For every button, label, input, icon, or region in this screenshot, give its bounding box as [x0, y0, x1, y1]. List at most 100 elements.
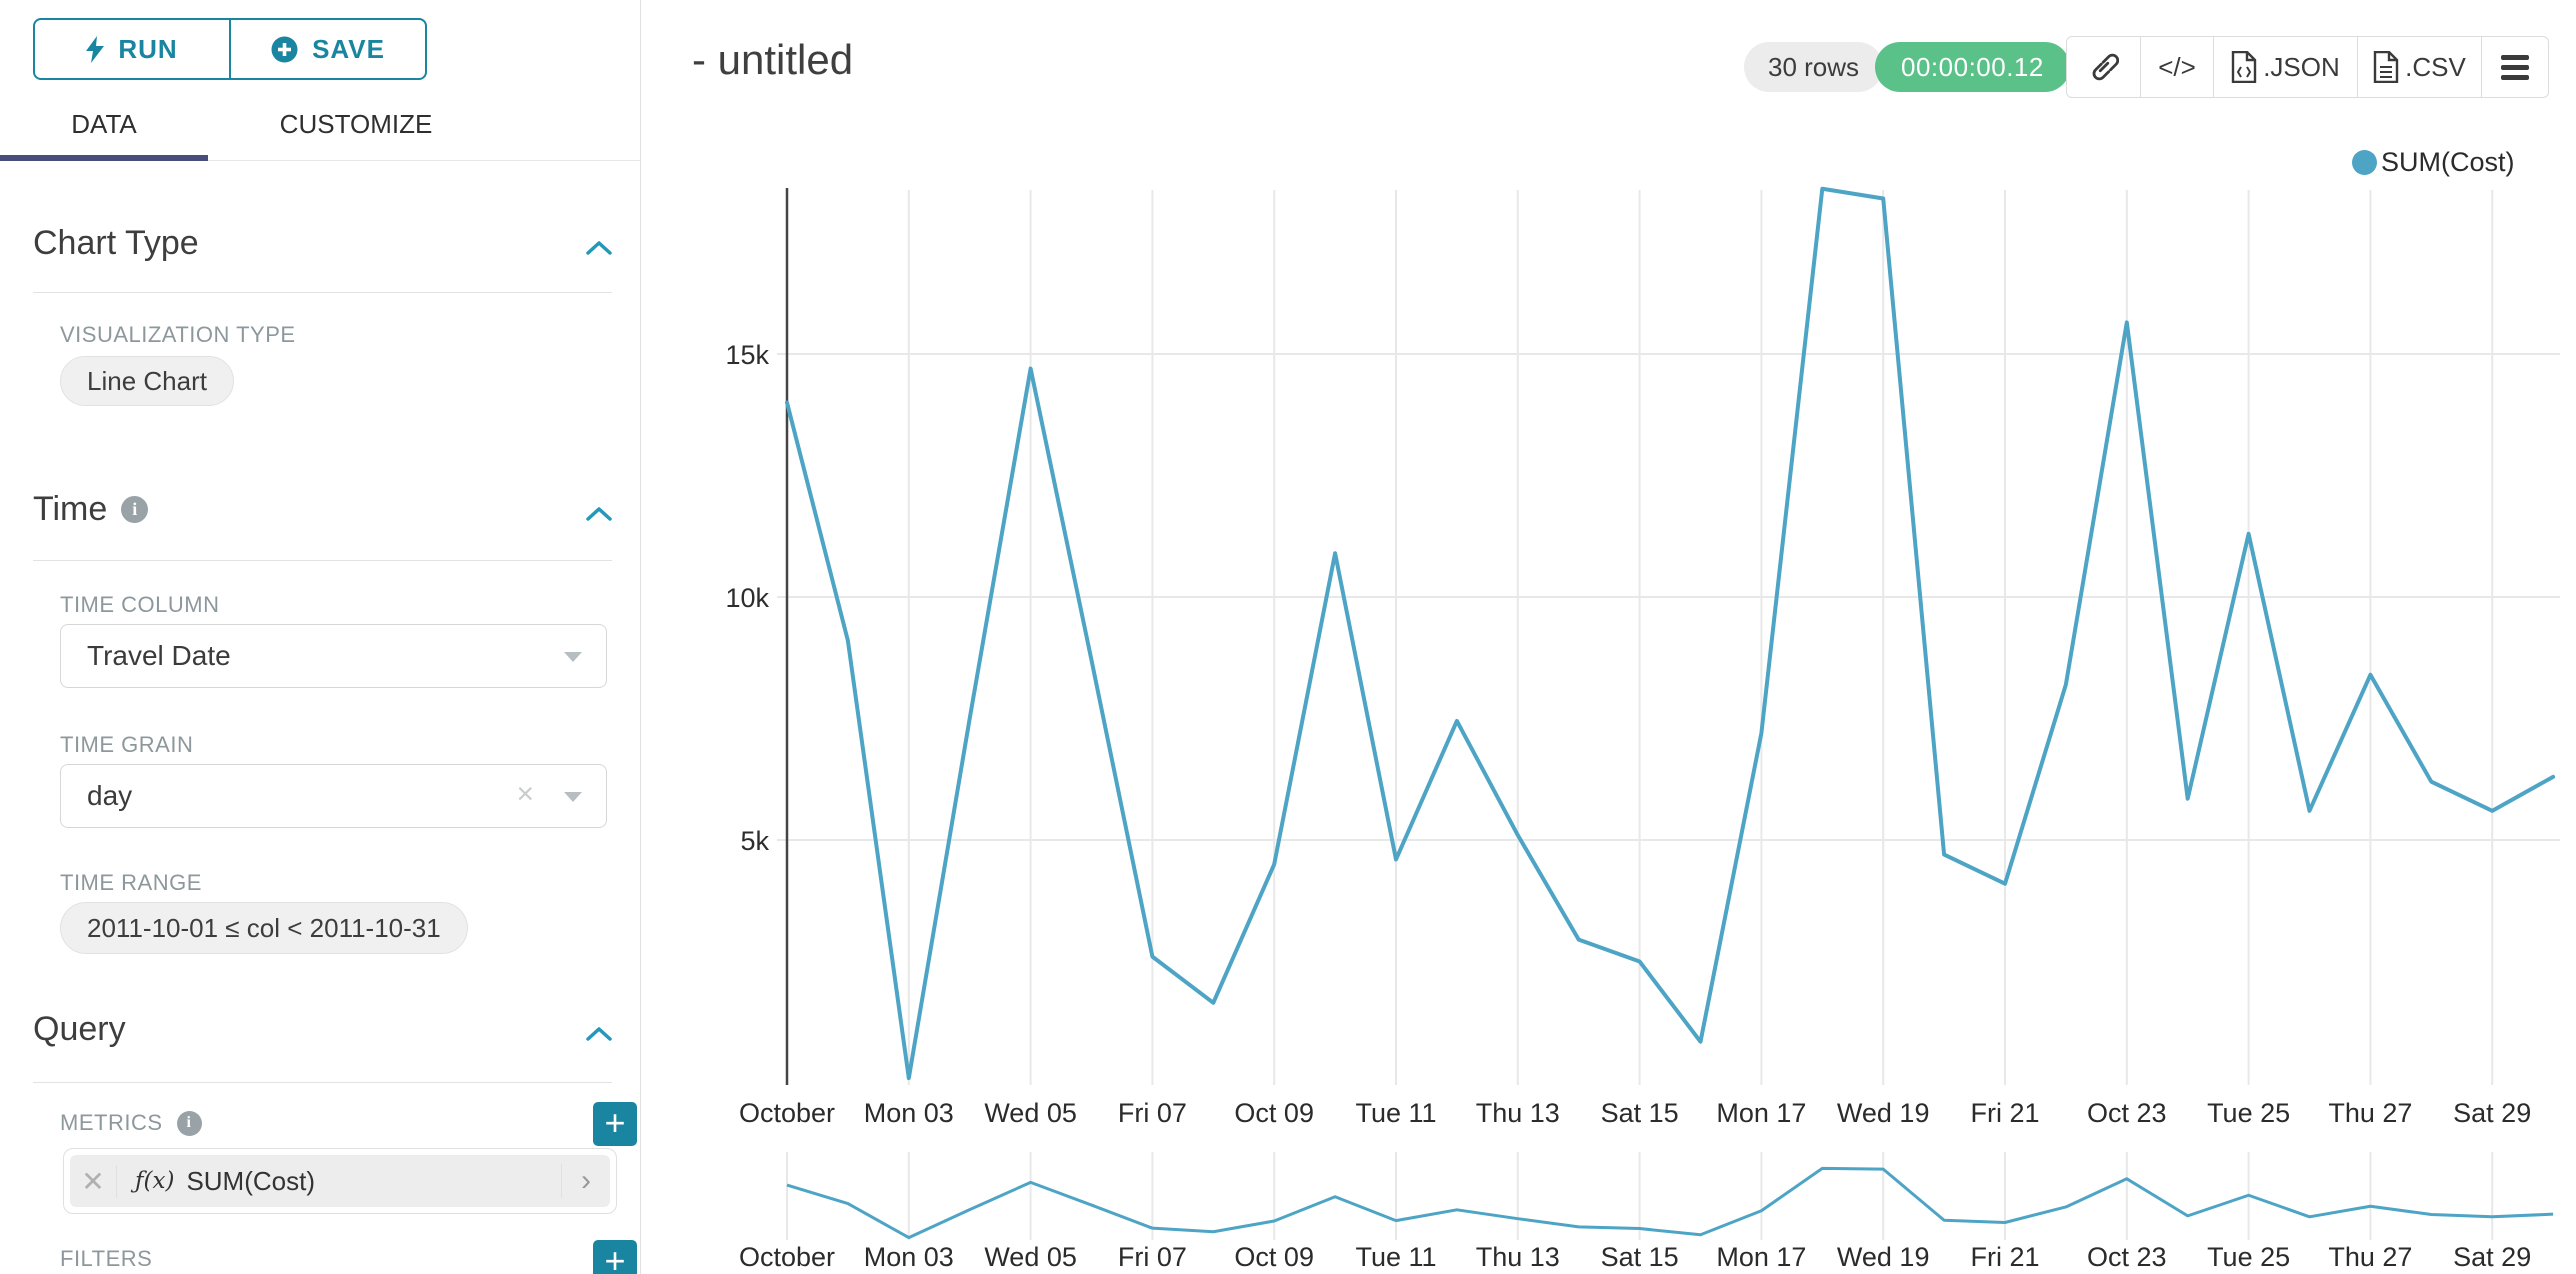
run-button[interactable]: RUN [35, 20, 229, 78]
query-timer-badge: 00:00:00.12 [1875, 42, 2070, 92]
info-icon[interactable]: i [121, 496, 149, 523]
svg-text:October: October [739, 1098, 835, 1128]
svg-text:October: October [739, 1242, 835, 1272]
add-metric-button[interactable]: + [593, 1102, 637, 1146]
svg-text:10k: 10k [725, 583, 769, 613]
time-grain-select[interactable]: day × [60, 764, 607, 828]
chart-legend[interactable]: SUM(Cost) [2352, 147, 2515, 178]
svg-text:Fri 21: Fri 21 [1970, 1242, 2039, 1272]
tab-customize[interactable]: CUSTOMIZE [208, 88, 504, 160]
view-query-button[interactable]: </> [2140, 37, 2213, 97]
svg-text:Sat 15: Sat 15 [1601, 1098, 1679, 1128]
time-grain-value: day [87, 780, 133, 811]
svg-text:Wed 05: Wed 05 [984, 1098, 1077, 1128]
chart-title[interactable]: - untitled [692, 36, 854, 83]
save-button[interactable]: SAVE [229, 20, 425, 78]
svg-text:Wed 19: Wed 19 [1837, 1242, 1930, 1272]
lightning-bolt-icon [86, 35, 105, 63]
metric-container: ✕ ƒ(x) SUM(Cost) › [63, 1148, 617, 1214]
caret-down-icon [564, 652, 582, 662]
svg-text:Wed 19: Wed 19 [1837, 1098, 1930, 1128]
svg-text:Oct 23: Oct 23 [2087, 1242, 2167, 1272]
svg-text:Thu 27: Thu 27 [2328, 1242, 2412, 1272]
svg-text:Tue 11: Tue 11 [1355, 1098, 1436, 1128]
tab-customize-label: CUSTOMIZE [279, 108, 433, 139]
section-divider [33, 560, 612, 561]
chevron-right-icon[interactable]: › [561, 1164, 610, 1198]
share-link-button[interactable] [2067, 37, 2140, 97]
hamburger-menu-icon [2501, 54, 2529, 80]
svg-text:Fri 07: Fri 07 [1118, 1098, 1187, 1128]
visualization-type-label: VISUALIZATION TYPE [60, 322, 296, 347]
range-selector-mini-series[interactable] [786, 1166, 2554, 1240]
remove-metric-icon[interactable]: ✕ [70, 1164, 117, 1198]
tab-data[interactable]: DATA [0, 88, 208, 161]
time-range-value: 2011-10-01 ≤ col < 2011-10-31 [87, 912, 441, 943]
svg-text:Thu 13: Thu 13 [1476, 1098, 1560, 1128]
svg-text:Oct 09: Oct 09 [1234, 1098, 1314, 1128]
visualization-type-value: Line Chart [87, 365, 207, 396]
info-icon[interactable]: i [176, 1110, 202, 1136]
tab-data-label: DATA [71, 108, 137, 139]
clear-icon[interactable]: × [516, 777, 534, 811]
section-divider [33, 292, 612, 293]
svg-text:Tue 11: Tue 11 [1355, 1242, 1436, 1272]
collapse-chevron-icon[interactable] [585, 240, 613, 256]
svg-text:Mon 17: Mon 17 [1716, 1098, 1806, 1128]
visualization-type-pill[interactable]: Line Chart [60, 356, 234, 406]
section-divider [33, 1082, 612, 1083]
export-csv-button[interactable]: .CSV [2357, 37, 2481, 97]
time-range-pill[interactable]: 2011-10-01 ≤ col < 2011-10-31 [60, 902, 468, 954]
legend-series-dot [2352, 150, 2377, 175]
svg-text:Mon 03: Mon 03 [864, 1242, 954, 1272]
svg-text:Oct 23: Oct 23 [2087, 1098, 2167, 1128]
svg-text:Tue 25: Tue 25 [2207, 1242, 2290, 1272]
json-file-icon [2232, 51, 2257, 83]
svg-text:15k: 15k [725, 340, 769, 370]
code-icon: </> [2158, 51, 2196, 82]
time-grain-label: TIME GRAIN [60, 732, 194, 757]
export-toolbar: </> .JSON .CSV [2066, 36, 2549, 98]
metric-main: ƒ(x) SUM(Cost) [117, 1166, 561, 1197]
svg-text:Fri 21: Fri 21 [1970, 1098, 2039, 1128]
legend-series-label: SUM(Cost) [2381, 147, 2515, 177]
time-column-select[interactable]: Travel Date [60, 624, 607, 688]
svg-text:Thu 27: Thu 27 [2328, 1098, 2412, 1128]
time-column-label: TIME COLUMN [60, 592, 220, 617]
export-csv-label: .CSV [2405, 51, 2466, 82]
chart-menu-button[interactable] [2481, 37, 2548, 97]
metric-pill[interactable]: ✕ ƒ(x) SUM(Cost) › [70, 1155, 610, 1207]
add-filter-button[interactable]: + [593, 1240, 637, 1274]
row-count-badge: 30 rows [1744, 42, 1884, 92]
svg-text:Sat 29: Sat 29 [2453, 1098, 2531, 1128]
filters-label: FILTERS [60, 1246, 153, 1271]
time-range-label: TIME RANGE [60, 870, 202, 895]
time-section-title: Time i [33, 490, 149, 529]
cost-line-series [785, 186, 2556, 1081]
svg-text:Sat 15: Sat 15 [1601, 1242, 1679, 1272]
query-section-title: Query [33, 1010, 126, 1048]
link-icon [2092, 53, 2119, 81]
svg-text:Fri 07: Fri 07 [1118, 1242, 1187, 1272]
run-button-label: RUN [118, 33, 178, 64]
metrics-label-text: METRICS [60, 1110, 163, 1135]
svg-text:Sat 29: Sat 29 [2453, 1242, 2531, 1272]
collapse-chevron-icon[interactable] [585, 506, 613, 522]
svg-text:Thu 13: Thu 13 [1476, 1242, 1560, 1272]
metric-name: SUM(Cost) [186, 1165, 315, 1196]
export-json-label: .JSON [2263, 51, 2340, 82]
save-button-label: SAVE [312, 33, 385, 64]
metrics-label: METRICS i [60, 1110, 202, 1136]
fx-icon: ƒ(x) [135, 1168, 175, 1194]
svg-text:5k: 5k [740, 826, 769, 856]
svg-text:Wed 05: Wed 05 [984, 1242, 1077, 1272]
time-section-title-text: Time [33, 490, 108, 528]
panel-tabs: DATA CUSTOMIZE [0, 88, 640, 161]
export-json-button[interactable]: .JSON [2213, 37, 2357, 97]
collapse-chevron-icon[interactable] [585, 1026, 613, 1042]
svg-text:Mon 17: Mon 17 [1716, 1242, 1806, 1272]
caret-down-icon [564, 792, 582, 802]
time-column-value: Travel Date [87, 640, 231, 671]
chart-type-section-title: Chart Type [33, 224, 199, 262]
